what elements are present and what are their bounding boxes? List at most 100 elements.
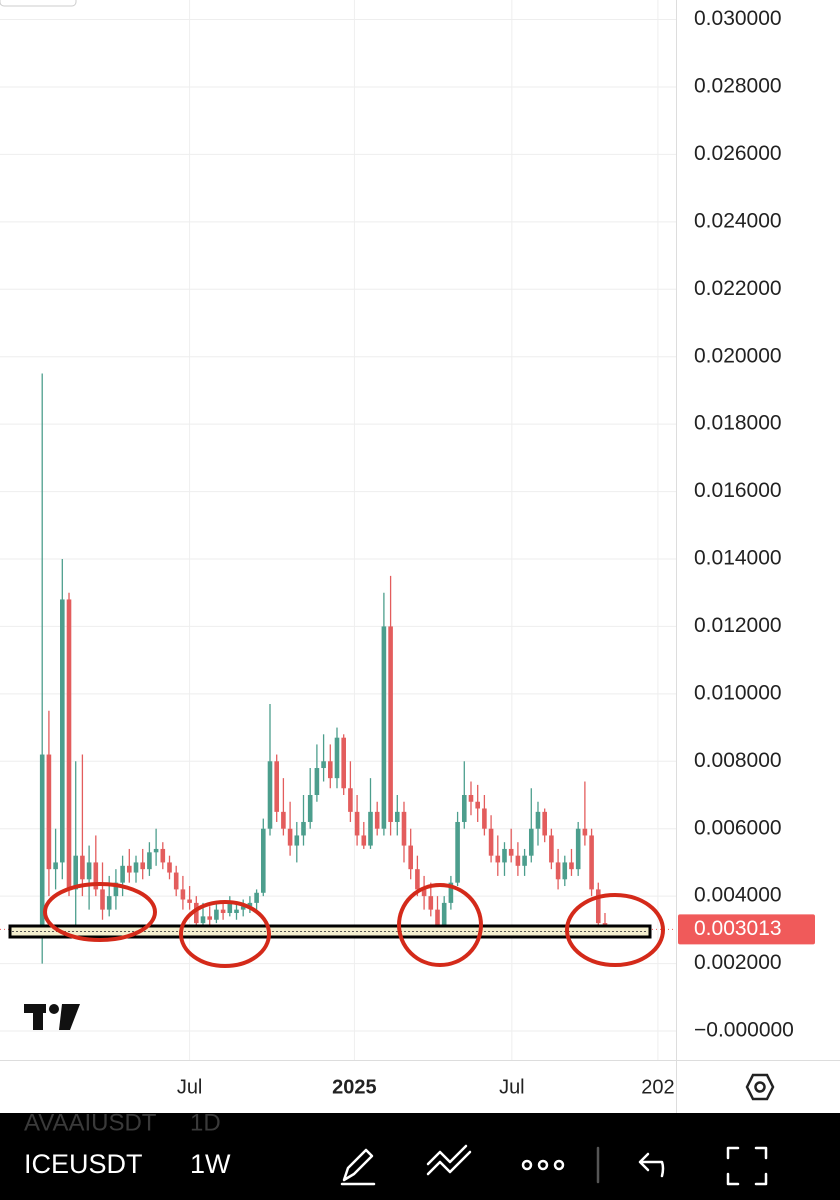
symbol[interactable]: ICEUSDT [24, 1149, 143, 1179]
circle-annotation [565, 893, 665, 967]
y-tick-label: 0.022000 [694, 277, 782, 300]
candle-body [287, 828, 293, 846]
candle-body [240, 906, 246, 910]
candle-body [348, 788, 353, 812]
candle-body [60, 599, 65, 863]
top-button[interactable] [0, 0, 77, 7]
candle-body [421, 889, 427, 897]
candle-body [194, 902, 199, 924]
y-tick-label: 0.010000 [694, 681, 782, 704]
candle-body [575, 828, 581, 870]
trend-icon[interactable] [426, 1144, 472, 1176]
more-icon[interactable] [537, 1159, 549, 1171]
candle-body [274, 761, 279, 812]
candle-body [93, 862, 99, 890]
candle-body [106, 896, 112, 910]
candle-body [528, 828, 534, 856]
y-tick-label: 0.016000 [694, 479, 782, 502]
candle-body [495, 855, 501, 863]
candle-body [488, 828, 494, 856]
candle-body [46, 754, 52, 870]
circle-annotation [179, 900, 271, 968]
y-tick-label: 0.012000 [694, 614, 782, 637]
draw-icon[interactable] [340, 1148, 376, 1186]
candle-body [468, 795, 474, 802]
candle-body [220, 909, 226, 914]
candle-body [86, 862, 92, 880]
candle-body [542, 811, 547, 836]
y-tick-label: 0.030000 [694, 7, 782, 30]
y-tick-label: 0.006000 [694, 816, 782, 839]
candle-body [401, 811, 407, 846]
candle-body [187, 899, 192, 903]
x-tick-label: Jul [499, 1076, 525, 1098]
more-icon[interactable] [521, 1159, 533, 1171]
toolbar-icons [340, 1144, 768, 1186]
candle-body [307, 795, 313, 822]
candle-body [260, 828, 266, 893]
y-tick-label: 0.008000 [694, 749, 782, 772]
candle-body [595, 889, 601, 924]
candle-body [354, 811, 360, 836]
candle-body [435, 909, 440, 927]
candle-body [361, 835, 367, 846]
candle-body [582, 828, 588, 836]
grid [0, 0, 676, 1060]
y-tick-label: 0.002000 [694, 951, 782, 974]
candle-body [234, 909, 239, 914]
candle-body [508, 848, 514, 856]
interval[interactable]: 1W [190, 1149, 231, 1179]
candle-body [448, 882, 454, 903]
candle-body [428, 896, 434, 910]
settings-icon[interactable] [745, 1073, 775, 1101]
candle-body [66, 599, 72, 890]
candle-body [173, 872, 179, 890]
candle-body [214, 909, 219, 920]
candle-body [502, 848, 507, 863]
more-icon[interactable] [553, 1159, 565, 1171]
candle-body [535, 811, 541, 829]
candle-body [160, 848, 166, 863]
candle-body [441, 902, 447, 927]
candle-body [482, 808, 487, 829]
y-tick-label: 0.014000 [694, 547, 782, 570]
candle-body [321, 761, 326, 769]
candle-body [254, 892, 259, 903]
candle-body [200, 916, 206, 924]
y-tick-label: 0.024000 [694, 209, 782, 232]
circle-annotation [397, 883, 483, 967]
candle-body [120, 865, 125, 883]
candle-body [227, 902, 233, 914]
y-tick-label: −0.000000 [694, 1019, 794, 1042]
logo [24, 1004, 80, 1030]
x-tick-label: 202 [641, 1076, 674, 1098]
candle-body [180, 889, 186, 900]
candle-body [555, 862, 561, 880]
candle-body [53, 862, 58, 870]
candle-body [455, 821, 460, 883]
undo-icon[interactable] [638, 1152, 665, 1178]
candle-body [327, 761, 333, 779]
y-tick-label: 0.028000 [694, 75, 782, 98]
candle-body [381, 626, 387, 829]
candles [0, 373, 676, 964]
x-tick-label: Jul [177, 1076, 203, 1098]
candle-body [113, 882, 119, 897]
candle-body [133, 862, 139, 873]
candle-body [549, 835, 554, 863]
candle-body [368, 811, 373, 846]
candle-body [515, 855, 521, 866]
candle-body [334, 737, 340, 779]
support-box [8, 924, 652, 939]
fullscreen-icon[interactable] [726, 1146, 768, 1186]
candle-body [461, 795, 467, 822]
candle-body [388, 626, 393, 822]
candle-body [589, 835, 594, 890]
candle-body [301, 821, 306, 836]
candle-body [73, 855, 79, 890]
candle-body [247, 902, 253, 907]
y-tick-label: 0.018000 [694, 412, 782, 435]
